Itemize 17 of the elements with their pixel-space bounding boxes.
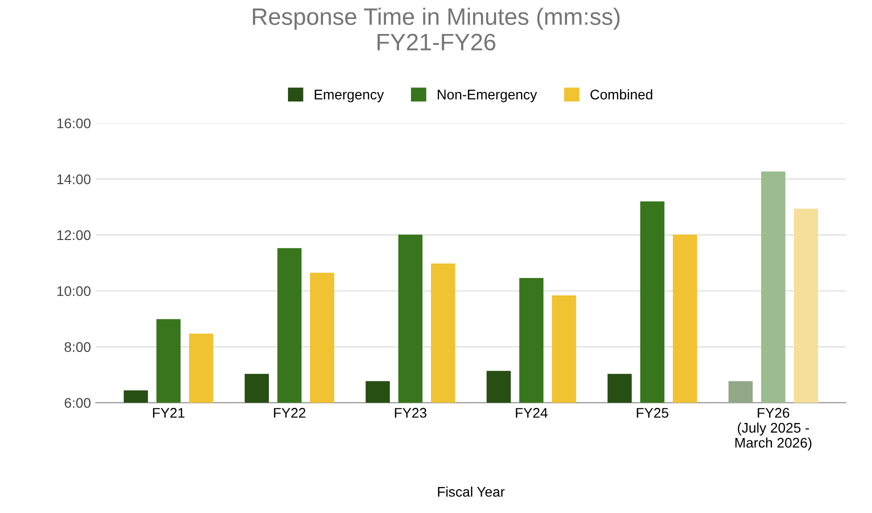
y-tick-label: 8:00: [64, 342, 91, 352]
y-tick-label: 12:00: [57, 230, 91, 240]
legend-label: Combined: [590, 89, 652, 100]
chart-title: Response Time in Minutes (mm:ss) FY21-FY26: [252, 8, 620, 50]
x-tick-label: FY25: [636, 408, 668, 418]
x-tick-label: FY21: [153, 408, 184, 418]
y-tick-label: 10:00: [57, 286, 91, 296]
y-tick-label: 16:00: [57, 118, 91, 128]
legend-label: Non-Emergency: [438, 90, 537, 102]
x-tick-label: FY24: [516, 408, 548, 418]
x-tick-label: FY22: [274, 408, 306, 418]
legend-label: Emergency: [314, 90, 384, 102]
x-tick-label: FY26 (July 2025 - March 2026): [735, 408, 812, 450]
y-tick-label: 6:00: [64, 398, 91, 408]
x-axis-title: Fiscal Year: [438, 486, 505, 497]
x-tick-label: FY23: [394, 408, 426, 418]
y-tick-label: 14:00: [57, 174, 91, 184]
